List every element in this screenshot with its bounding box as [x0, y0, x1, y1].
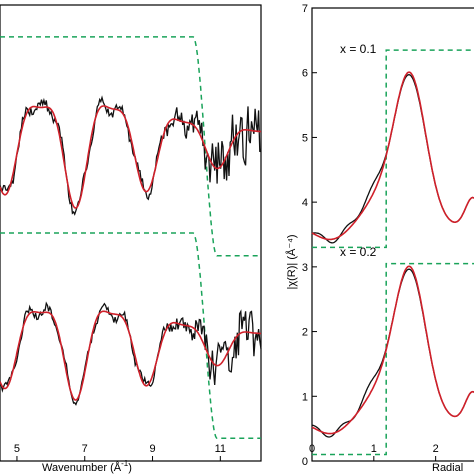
- right-y-tick-label: 2: [302, 327, 308, 339]
- right-window-bottom: [312, 262, 474, 456]
- left-x-ticks: 5 7 9 11: [14, 443, 226, 461]
- left-x-axis-label-main: Wavenumber (Å: [42, 461, 122, 474]
- right-experiment-top: [312, 74, 474, 244]
- left-experiment-bottom: [0, 301, 262, 406]
- right-y-ticks: 0 1 2 3 4 5 6 7: [302, 3, 317, 468]
- left-x-tick-label: 9: [149, 443, 155, 455]
- left-plot-frame: [0, 4, 262, 462]
- right-fit-bottom: [311, 265, 474, 435]
- right-y-tick-label: 5: [302, 132, 308, 144]
- left-x-axis-label-close: ): [128, 462, 132, 474]
- right-plot-frame: [311, 7, 474, 462]
- annotation-x02: x = 0.2: [340, 245, 377, 259]
- right-window-lines: [312, 49, 474, 456]
- left-x-axis-label: Wavenumber (Å-1): [42, 459, 132, 474]
- right-experiment-bottom: [311, 268, 474, 438]
- right-fit-top: [311, 71, 474, 241]
- left-window-top: [0, 36, 261, 257]
- left-fit-lines: [0, 105, 262, 401]
- left-experiment-top: [0, 95, 262, 216]
- right-x-tick-label: 0: [309, 443, 315, 455]
- right-x-tick-label: 2: [433, 443, 439, 455]
- k-space-panel: 5 7 9 11 Wavenumber (Å-1): [0, 4, 262, 474]
- right-y-tick-label: 3: [302, 262, 308, 274]
- right-y-tick-label: 0: [302, 456, 308, 468]
- right-x-tick-label: 1: [371, 443, 377, 455]
- right-y-tick-label: 1: [302, 391, 308, 403]
- annotation-x01: x = 0.1: [340, 42, 377, 56]
- left-x-tick-label: 7: [82, 443, 88, 455]
- right-fit-lines: [311, 71, 474, 435]
- left-window-lines: [0, 36, 261, 439]
- left-x-tick-label: 5: [14, 443, 20, 455]
- right-experiment-lines: [311, 74, 474, 438]
- left-fit-bottom: [0, 310, 261, 401]
- left-x-axis-label-sup: -1: [121, 459, 129, 468]
- right-x-axis-label: Radial: [432, 462, 463, 474]
- left-x-tick-label: 11: [215, 443, 226, 455]
- right-x-ticks: 0 1 2: [309, 443, 439, 461]
- left-fit-top: [0, 105, 262, 209]
- right-y-axis-label: |χ(R)| (Å⁻⁴): [285, 234, 298, 289]
- r-space-panel: 0 1 2 3 4 5 6 7 0 1 2 |χ(R)| (Å⁻⁴) Radial x = 0.1…: [285, 3, 474, 474]
- right-y-tick-label: 4: [302, 197, 308, 209]
- left-experiment-lines: [0, 95, 262, 406]
- right-y-tick-label: 6: [302, 68, 308, 80]
- right-y-tick-label: 7: [302, 3, 308, 15]
- right-window-top: [312, 49, 474, 249]
- left-window-bottom: [0, 232, 261, 439]
